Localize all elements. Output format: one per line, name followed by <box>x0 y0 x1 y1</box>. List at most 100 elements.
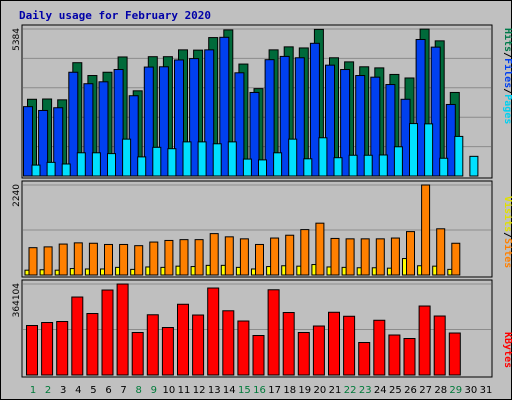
kbytes-panel: 364104 KBytes <box>12 279 512 378</box>
kbytes-bar <box>312 325 325 376</box>
sites-bar <box>149 241 159 276</box>
day-label: 1 <box>30 385 36 396</box>
kbytes-bar <box>101 289 114 376</box>
pages-bar <box>91 152 101 177</box>
pages-bar <box>303 158 313 177</box>
day-label: 14 <box>223 385 236 396</box>
day-label: 2 <box>45 385 51 396</box>
sites-bar <box>375 238 385 276</box>
kbytes-bar <box>41 322 54 376</box>
files-bar <box>370 76 381 177</box>
files-bar <box>83 83 94 177</box>
sites-bar <box>194 239 204 276</box>
day-label: 31 <box>480 385 493 396</box>
day-label: 28 <box>434 385 447 396</box>
day-label: 30 <box>465 385 478 396</box>
pages-bar <box>107 153 116 177</box>
legend-item: Pages <box>502 94 512 124</box>
kbytes-bar <box>328 311 340 376</box>
files-bar <box>430 46 441 177</box>
pages-bar <box>122 138 132 177</box>
panel-3-grid <box>23 283 491 330</box>
files-bar <box>249 91 260 177</box>
kbytes-bar <box>237 320 250 376</box>
day-label: 5 <box>90 385 96 396</box>
sites-bar <box>285 234 295 276</box>
kbytes-bar <box>116 283 129 376</box>
day-label: 20 <box>314 385 327 396</box>
sites-bar <box>179 239 189 276</box>
kbytes-bar <box>267 289 280 376</box>
files-bar <box>38 109 49 177</box>
day-label: 27 <box>419 385 432 396</box>
kbytes-bar <box>131 332 144 376</box>
panel-2-legend: Visits/Sites <box>502 196 512 268</box>
pages-bar <box>393 146 403 177</box>
files-bar <box>279 55 290 177</box>
day-label: 7 <box>120 385 126 396</box>
panel-1-ymax-label: 5384 <box>12 28 22 51</box>
files-bar <box>325 64 335 177</box>
kbytes-bar <box>358 342 371 376</box>
files-bar <box>189 58 200 177</box>
pages-bar <box>212 143 222 177</box>
kbytes-bar <box>433 315 446 376</box>
day-label: 19 <box>298 385 311 396</box>
pages-bar <box>242 158 252 177</box>
sites-bar <box>43 246 53 276</box>
panel-1-legend: Hits/Files/Pages <box>502 28 512 124</box>
files-bar <box>143 66 154 177</box>
pages-bar <box>424 123 434 177</box>
pages-bar <box>137 156 147 177</box>
day-label: 12 <box>193 385 206 396</box>
pages-bar <box>61 163 71 177</box>
sites-bar <box>300 229 310 276</box>
kbytes-bar <box>418 305 431 376</box>
visits-sites-panel: 2240 Visits/Sites <box>12 180 512 278</box>
panel-2-ymax-label: 2240 <box>12 184 22 207</box>
files-bar <box>415 38 426 177</box>
sites-bar <box>421 184 431 276</box>
kbytes-bar <box>282 312 295 376</box>
day-label: 21 <box>329 385 342 396</box>
day-label: 9 <box>151 385 157 396</box>
pages-bar <box>378 154 388 177</box>
files-bar <box>340 69 351 177</box>
sites-bar <box>330 237 340 276</box>
sites-bar <box>164 239 174 276</box>
day-label: 18 <box>283 385 296 396</box>
kbytes-bar <box>161 327 174 376</box>
day-label: 25 <box>389 385 402 396</box>
kbytes-bar <box>146 314 159 376</box>
sites-bar <box>224 236 234 276</box>
files-bar <box>355 75 366 177</box>
pages-bar <box>76 152 86 177</box>
pages-bar <box>273 152 283 177</box>
sites-bar <box>209 233 219 276</box>
sites-bar <box>406 231 415 276</box>
legend-item: Hits <box>502 28 512 52</box>
kbytes-bar <box>297 332 310 376</box>
sites-bar <box>360 238 370 276</box>
files-bar <box>128 95 139 177</box>
day-label: 13 <box>208 385 221 396</box>
legend-item: Files <box>502 58 512 88</box>
sites-bar <box>390 237 400 276</box>
sites-bar <box>119 243 129 276</box>
day-label: 29 <box>449 385 462 396</box>
kbytes-bar <box>373 319 386 376</box>
pages-bar <box>197 141 207 177</box>
sites-bar <box>104 243 113 276</box>
files-bar <box>385 84 396 177</box>
files-bar <box>219 36 230 177</box>
pages-bar <box>348 154 358 177</box>
legend-item: / <box>502 88 512 94</box>
pages-bar <box>182 141 192 177</box>
day-label: 26 <box>404 385 417 396</box>
sites-bar <box>134 245 144 276</box>
kbytes-bar <box>26 325 38 376</box>
day-label: 17 <box>268 385 281 396</box>
pages-bar <box>152 146 162 177</box>
pages-bar <box>31 164 41 177</box>
files-bar <box>264 59 275 177</box>
